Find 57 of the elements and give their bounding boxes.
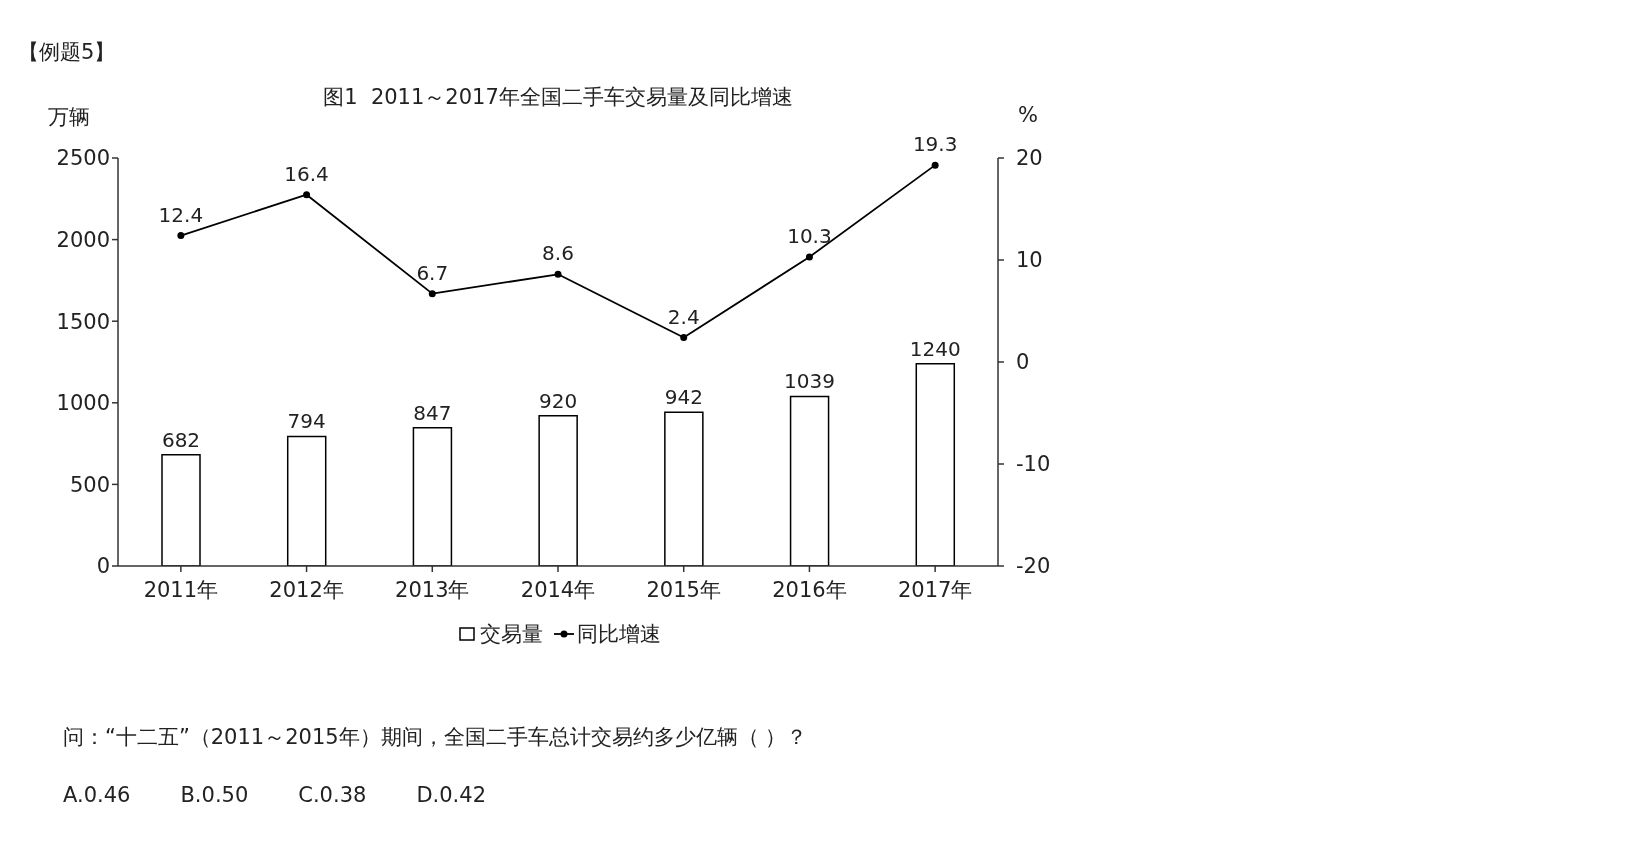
x-tick-label: 2014年 bbox=[520, 577, 596, 602]
text: C.0.38 bbox=[298, 783, 367, 807]
x-tick-label: 2015年 bbox=[646, 577, 721, 602]
y2-tick-label: 20 bbox=[1016, 146, 1043, 171]
y-tick-label: 2500 bbox=[56, 146, 110, 171]
data-label: 2.4 bbox=[667, 304, 700, 329]
y-tick-label: 500 bbox=[69, 472, 110, 497]
bar bbox=[538, 415, 578, 566]
y2-tick-label: 10 bbox=[1016, 248, 1043, 273]
data-label: 794 bbox=[287, 409, 326, 434]
data-label: 8.6 bbox=[542, 241, 574, 266]
y-tick-label: 1500 bbox=[56, 309, 110, 334]
x-tick-label: 2013年 bbox=[395, 577, 470, 602]
data-label: 1240 bbox=[909, 336, 961, 361]
text: D.0.42 bbox=[416, 783, 486, 807]
text: 【例题5】 bbox=[18, 39, 116, 66]
x-tick-label: 2012年 bbox=[269, 577, 344, 602]
bar bbox=[161, 453, 201, 566]
data-label: 6.7 bbox=[416, 260, 449, 285]
point bbox=[554, 270, 562, 278]
point bbox=[805, 253, 813, 261]
data-label: 942 bbox=[664, 385, 703, 410]
point bbox=[931, 161, 939, 169]
y-tick-label: 2000 bbox=[56, 228, 110, 253]
y-axis-title: 万辆 bbox=[48, 104, 90, 131]
data-label: 12.4 bbox=[158, 202, 204, 227]
data-label: 847 bbox=[413, 400, 452, 425]
y2-tick-label: -20 bbox=[1016, 554, 1051, 579]
y-tick-label: 1000 bbox=[56, 391, 110, 416]
text: 问：“十二五”（2011～2015年）期间，全国二手车总计交易约多少亿辆（ ）？ bbox=[63, 724, 808, 751]
point bbox=[428, 290, 436, 298]
data-label: 10.3 bbox=[787, 223, 832, 248]
text: A.0.46 bbox=[63, 783, 131, 807]
data-label: 682 bbox=[161, 427, 201, 452]
x-tick-label: 2016年 bbox=[772, 577, 847, 602]
y2-tick-label: -10 bbox=[1016, 452, 1051, 477]
data-label: 920 bbox=[539, 388, 578, 413]
point bbox=[680, 334, 688, 342]
data-label: 19.3 bbox=[912, 132, 958, 157]
bar bbox=[664, 411, 704, 566]
data-label: 16.4 bbox=[284, 161, 329, 186]
legend-label: 同比增速 bbox=[575, 621, 661, 648]
legend-label: 交易量 bbox=[478, 621, 543, 648]
point bbox=[177, 232, 185, 240]
point bbox=[303, 191, 311, 199]
y2-axis-title: % bbox=[1018, 103, 1038, 127]
chart-title: 图1 2011～2017年全国二手车交易量及同比增速 bbox=[322, 84, 794, 111]
data-label: 1039 bbox=[784, 369, 836, 394]
y-tick-label: 0 bbox=[96, 554, 110, 579]
x-tick-label: 2011年 bbox=[143, 577, 219, 602]
text: B.0.50 bbox=[180, 783, 249, 807]
y2-tick-label: 0 bbox=[1016, 350, 1030, 375]
bar bbox=[915, 362, 956, 566]
bar bbox=[412, 427, 453, 566]
bar bbox=[286, 435, 327, 566]
x-tick-label: 2017年 bbox=[897, 577, 973, 602]
bar bbox=[789, 395, 830, 566]
